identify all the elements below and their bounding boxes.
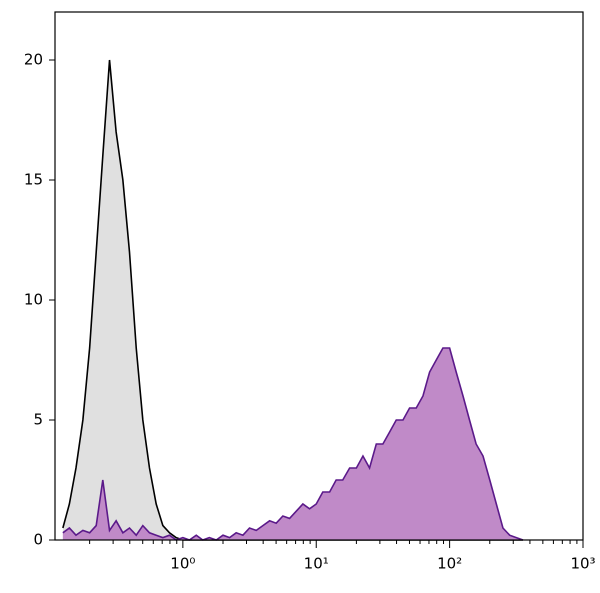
x-tick-label: 10¹ bbox=[304, 555, 329, 573]
y-tick-label: 10 bbox=[24, 291, 43, 309]
x-tick-label: 10² bbox=[437, 555, 462, 573]
x-tick-label: 10³ bbox=[570, 555, 595, 573]
y-tick-label: 5 bbox=[33, 411, 43, 429]
histogram-area bbox=[62, 60, 524, 540]
histogram-area bbox=[62, 348, 524, 540]
x-tick-label: 10⁰ bbox=[170, 555, 195, 573]
y-tick-label: 0 bbox=[33, 531, 43, 549]
histogram-line bbox=[62, 347, 524, 541]
y-tick-label: 20 bbox=[24, 51, 43, 69]
plot-frame bbox=[54, 11, 584, 541]
y-tick-label: 15 bbox=[24, 171, 43, 189]
